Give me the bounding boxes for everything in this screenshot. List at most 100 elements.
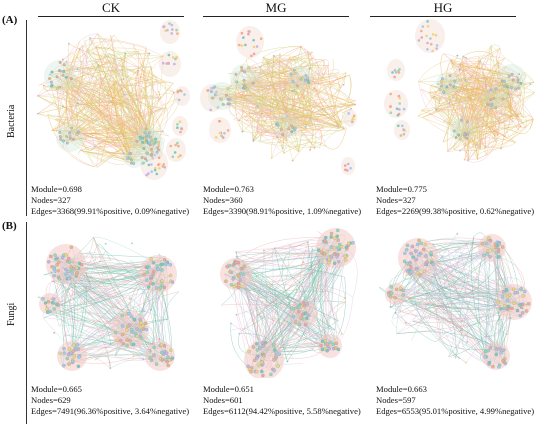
network-node [307, 91, 309, 93]
network-edge [85, 38, 147, 48]
network-node [232, 284, 237, 289]
network-edge [477, 148, 502, 160]
network-node [247, 66, 251, 70]
network-edge [408, 298, 462, 322]
network-node [131, 342, 136, 347]
network-node [315, 307, 317, 310]
network-node [257, 345, 260, 348]
network-edge [137, 100, 162, 150]
network-node [229, 283, 234, 287]
network-node [209, 90, 213, 94]
network-node [300, 313, 305, 317]
network-edge [263, 271, 318, 278]
network-node [213, 85, 217, 89]
network-node [139, 137, 143, 141]
network-edge [485, 119, 534, 148]
network-node [168, 263, 173, 267]
network-node [143, 157, 147, 161]
network-node [127, 311, 131, 316]
network-node [137, 69, 139, 72]
network-edge [442, 120, 461, 140]
network-node [161, 262, 165, 267]
network-node [286, 360, 289, 363]
network-node [393, 75, 396, 79]
network-edge [72, 82, 165, 134]
network-node [525, 303, 528, 306]
network-node [325, 342, 329, 346]
network-node [142, 147, 146, 151]
network-node [67, 347, 71, 351]
network-edge [420, 88, 457, 99]
network-node [171, 56, 175, 59]
network-edge [55, 119, 147, 138]
network-node [153, 168, 157, 172]
network-edge [458, 63, 492, 90]
network-edge [325, 259, 331, 343]
network-edge [257, 106, 283, 135]
network-node [228, 270, 232, 274]
network-edge [158, 90, 161, 99]
network-node [329, 245, 333, 249]
network-node [504, 348, 507, 351]
row-bar-fungi [26, 222, 27, 424]
network-node [69, 77, 73, 81]
network-node [436, 83, 439, 85]
network-edge [70, 56, 163, 89]
network-edge [50, 72, 71, 139]
network-node [145, 173, 148, 177]
network-edge [63, 33, 98, 65]
network-node [144, 327, 149, 332]
network-node [259, 66, 262, 68]
network-node [336, 238, 340, 242]
network-edge [97, 33, 138, 142]
network-node [487, 360, 492, 365]
network-node [68, 42, 70, 45]
network-node [129, 298, 131, 300]
network-node [312, 111, 315, 114]
network-edge [128, 296, 145, 312]
network-node [334, 346, 338, 350]
network-node [511, 287, 516, 292]
network-node [74, 272, 79, 277]
network-node [251, 345, 256, 349]
network-node [346, 162, 350, 166]
network-node [283, 152, 285, 154]
network-node [242, 264, 247, 269]
network-node [122, 135, 125, 137]
network-edge [331, 72, 345, 85]
network-node [247, 298, 250, 301]
network-node [460, 118, 464, 122]
network-node [145, 270, 150, 275]
network-node [49, 80, 53, 84]
network-node [466, 340, 469, 343]
network-edge [483, 255, 490, 338]
network-edge [227, 102, 299, 110]
network-edge [96, 46, 163, 57]
network-edge [400, 287, 504, 298]
network-node [486, 348, 490, 353]
network-edge [93, 107, 167, 167]
network-edge [274, 259, 333, 351]
network-node [393, 69, 397, 72]
network-edge [479, 57, 514, 80]
network-node [58, 60, 62, 64]
network-node [77, 130, 81, 134]
module-halo [145, 341, 175, 371]
network-edge [420, 86, 508, 112]
network-node [226, 129, 230, 132]
network-node [342, 83, 345, 86]
network-node [82, 129, 85, 131]
network-edge [37, 34, 115, 114]
network-node [276, 364, 280, 368]
network-node [156, 267, 161, 271]
network-edge [239, 250, 265, 334]
network-node [389, 285, 394, 289]
network-node [494, 352, 499, 357]
panel-label-b: (B) [2, 220, 17, 232]
network-node [52, 273, 56, 278]
network-node [293, 71, 297, 75]
network-node [287, 97, 289, 99]
network-edge [257, 119, 325, 129]
network-edge [458, 63, 520, 75]
network-node [235, 255, 238, 258]
